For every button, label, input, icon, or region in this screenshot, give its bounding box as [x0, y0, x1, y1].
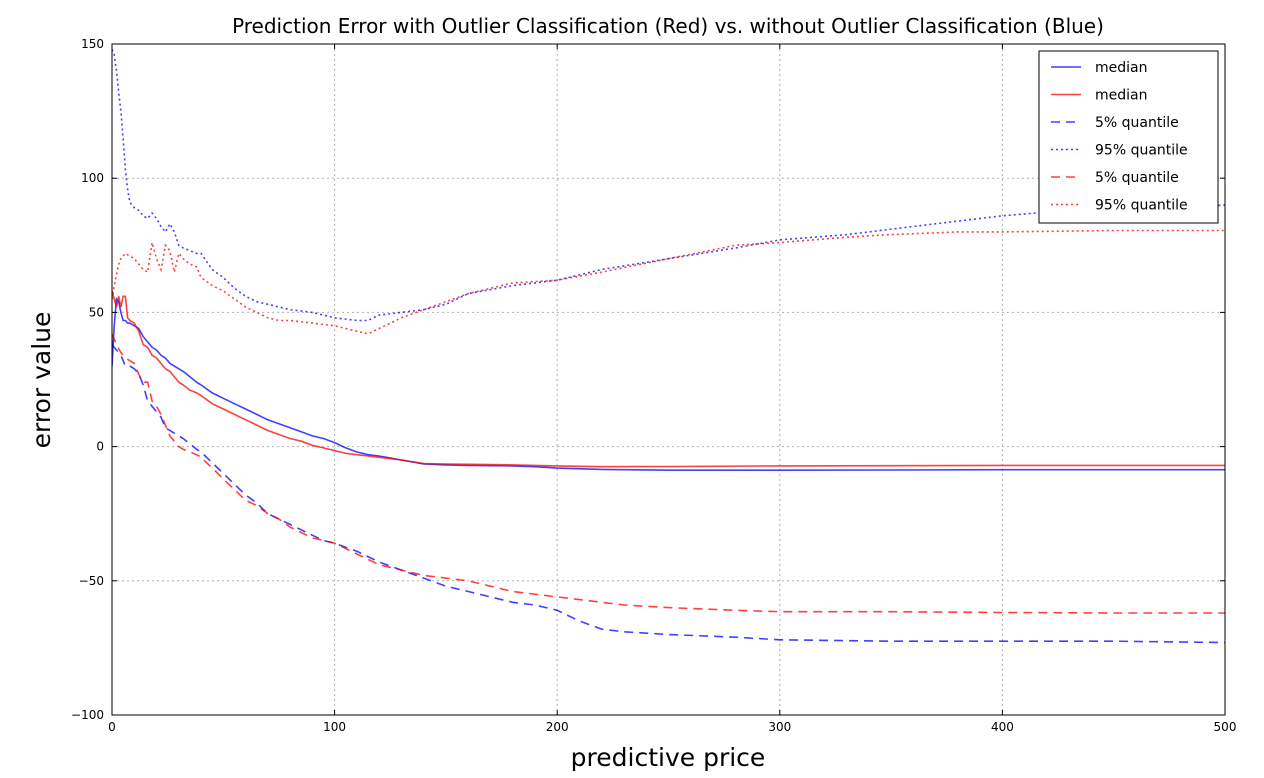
legend-label: 95% quantile: [1095, 143, 1188, 159]
series-line-0: [112, 296, 1225, 472]
series-line-5: [112, 229, 1225, 335]
x-tick-label: 100: [323, 720, 346, 734]
legend-box: [1038, 50, 1219, 224]
y-tick-label: −100: [71, 708, 104, 722]
x-tick-label: 200: [546, 720, 569, 734]
series-line-1: [112, 290, 1225, 468]
x-tick-label: 400: [991, 720, 1014, 734]
x-tick-label: 500: [1214, 720, 1237, 734]
x-tick-label: 0: [108, 720, 116, 734]
series-lines: [112, 49, 1225, 644]
series-line-2: [112, 344, 1225, 644]
y-tick-label: 0: [96, 440, 104, 454]
y-tick-label: 150: [81, 37, 104, 51]
x-tick-label: 300: [768, 720, 791, 734]
legend: median median 5% quantile 95% quantile 5% qu…: [1038, 50, 1219, 224]
chart-title: Prediction Error with Outlier Classifica…: [232, 14, 1104, 38]
grid: [112, 44, 1225, 715]
plot-frame: [111, 43, 1226, 716]
y-axis-label: error value: [27, 312, 56, 449]
y-tick-label: −50: [79, 574, 104, 588]
series-line-4: [112, 333, 1225, 614]
legend-label: 95% quantile: [1095, 198, 1188, 214]
legend-label: 5% quantile: [1095, 115, 1179, 131]
legend-label: 5% quantile: [1095, 170, 1179, 186]
y-tick-label: 100: [81, 171, 104, 185]
axis-ticks: 0 100 200 300 400 500 −100 −50 0 50 100 150: [71, 37, 1236, 734]
legend-label: median: [1095, 88, 1147, 104]
legend-label: median: [1095, 60, 1147, 76]
y-tick-label: 50: [89, 305, 104, 319]
series-line-3: [112, 49, 1225, 322]
x-axis-label: predictive price: [571, 743, 766, 772]
